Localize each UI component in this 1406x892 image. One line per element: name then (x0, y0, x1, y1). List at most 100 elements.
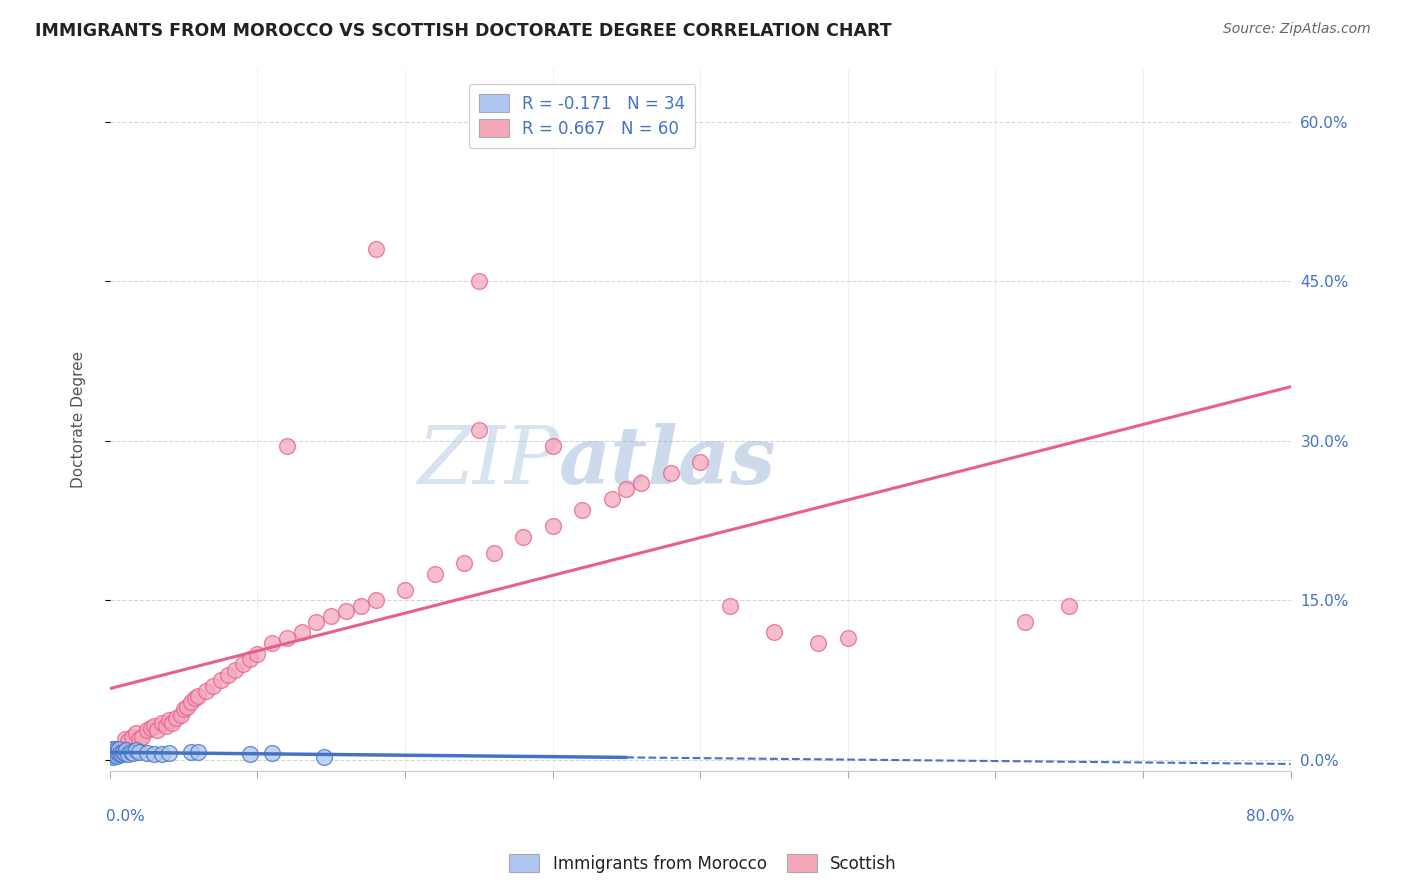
Text: Source: ZipAtlas.com: Source: ZipAtlas.com (1223, 22, 1371, 37)
Point (763, 625, 786, 640)
Point (541, 519, 564, 533)
Point (453, 556, 475, 570)
Point (105, 748, 128, 763)
Point (114, 731, 136, 746)
Point (180, 745, 202, 759)
Legend: Immigrants from Morocco, Scottish: Immigrants from Morocco, Scottish (503, 847, 903, 880)
Text: 80.0%: 80.0% (1246, 809, 1294, 824)
Point (101, 742, 124, 756)
Point (122, 746, 145, 760)
Point (150, 747, 173, 761)
Point (112, 745, 135, 759)
Point (135, 746, 157, 760)
Point (180, 694, 202, 708)
Point (170, 708, 193, 723)
Point (100, 745, 122, 759)
Point (155, 719, 177, 733)
Point (131, 730, 153, 744)
Point (104, 747, 127, 761)
Point (107, 747, 129, 761)
Point (291, 625, 314, 640)
Point (1014, 615, 1036, 629)
Point (718, 599, 741, 613)
Point (364, 593, 387, 607)
Point (104, 743, 127, 757)
Point (165, 710, 187, 724)
Point (262, 636, 284, 650)
Point (689, 455, 711, 469)
Point (305, 615, 328, 629)
Point (630, 476, 652, 491)
Legend: R = -0.171   N = 34, R = 0.667   N = 60: R = -0.171 N = 34, R = 0.667 N = 60 (470, 84, 696, 148)
Point (108, 746, 131, 760)
Point (276, 439, 298, 453)
Point (184, 691, 207, 706)
Point (217, 668, 239, 682)
Point (103, 742, 125, 756)
Point (350, 599, 373, 613)
Point (600, 492, 623, 507)
Point (121, 730, 143, 744)
Point (128, 731, 150, 746)
Point (107, 742, 129, 756)
Point (364, 243, 387, 257)
Point (194, 684, 217, 698)
Text: 0.0%: 0.0% (107, 809, 145, 824)
Point (246, 647, 269, 661)
Text: ZIP: ZIP (416, 423, 558, 500)
Point (101, 746, 124, 760)
Point (157, 713, 180, 727)
Point (103, 747, 125, 762)
Point (114, 746, 136, 760)
Point (394, 582, 416, 597)
Point (135, 723, 157, 738)
Point (128, 745, 150, 759)
Point (143, 719, 166, 733)
Point (335, 604, 357, 618)
Point (125, 743, 148, 757)
Point (100, 747, 122, 761)
Point (111, 747, 134, 761)
Point (468, 274, 491, 288)
Point (321, 609, 343, 624)
Point (202, 679, 225, 693)
Point (141, 721, 163, 735)
Point (468, 423, 491, 437)
Point (224, 663, 246, 677)
Point (117, 734, 139, 748)
Point (1057, 599, 1080, 613)
Y-axis label: Doctorate Degree: Doctorate Degree (72, 351, 86, 488)
Point (101, 750, 124, 764)
Point (187, 745, 209, 759)
Point (209, 673, 232, 688)
Point (239, 652, 262, 666)
Point (423, 566, 446, 581)
Point (157, 746, 180, 760)
Point (232, 657, 254, 672)
Point (143, 747, 166, 761)
Point (482, 546, 505, 560)
Point (173, 702, 195, 716)
Point (120, 745, 142, 759)
Point (160, 715, 183, 730)
Point (105, 745, 128, 759)
Point (262, 746, 284, 760)
Point (176, 699, 198, 714)
Point (541, 439, 564, 453)
Point (512, 530, 534, 544)
Point (150, 715, 173, 730)
Point (115, 743, 138, 757)
Point (312, 750, 335, 764)
Point (239, 747, 262, 761)
Point (807, 636, 830, 650)
Point (117, 747, 139, 761)
Point (837, 631, 859, 645)
Point (103, 745, 125, 759)
Point (100, 748, 122, 763)
Point (571, 503, 593, 517)
Point (616, 482, 638, 496)
Point (187, 690, 209, 704)
Point (276, 631, 298, 645)
Point (125, 726, 148, 740)
Text: atlas: atlas (558, 423, 776, 500)
